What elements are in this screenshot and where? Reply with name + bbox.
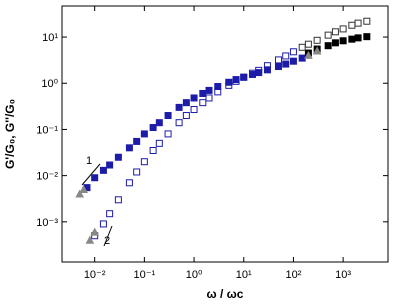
data-point bbox=[274, 63, 282, 71]
data-point bbox=[106, 210, 114, 218]
data-point bbox=[91, 174, 99, 182]
x-tick-label: 10³ bbox=[335, 269, 351, 281]
data-point bbox=[289, 57, 297, 65]
data-point bbox=[298, 54, 306, 62]
data-point bbox=[205, 94, 213, 102]
data-point bbox=[214, 83, 222, 91]
slope-label: 2 bbox=[104, 235, 110, 247]
data-point bbox=[114, 153, 122, 161]
y-tick-label: 10¹ bbox=[42, 32, 58, 44]
data-point bbox=[99, 220, 107, 228]
data-point bbox=[225, 81, 233, 89]
data-point bbox=[155, 119, 163, 127]
slope-line bbox=[81, 163, 101, 186]
data-point bbox=[282, 52, 290, 60]
data-point bbox=[255, 66, 263, 74]
x-axis-title: ω / ωc bbox=[207, 287, 244, 301]
data-point bbox=[324, 31, 332, 39]
slope-label: 1 bbox=[86, 155, 92, 167]
data-point bbox=[75, 189, 85, 198]
slope-line bbox=[103, 225, 113, 247]
y-axis-title: G'/G₀, G''/G₀ bbox=[3, 99, 17, 169]
data-point bbox=[263, 66, 271, 74]
data-point bbox=[133, 137, 141, 145]
x-tick-label: 10² bbox=[285, 269, 301, 281]
data-point bbox=[289, 48, 297, 56]
data-point bbox=[298, 43, 306, 51]
x-tick-label: 10⁻¹ bbox=[134, 269, 156, 281]
y-tick-label: 10⁻¹ bbox=[36, 124, 58, 136]
data-point bbox=[125, 144, 133, 152]
data-point bbox=[99, 166, 107, 174]
data-point bbox=[85, 235, 95, 244]
x-tick-label: 10¹ bbox=[236, 269, 252, 281]
data-point bbox=[232, 77, 240, 85]
data-point bbox=[348, 35, 356, 43]
data-point bbox=[240, 73, 248, 81]
data-point bbox=[155, 139, 163, 147]
data-point bbox=[106, 161, 114, 169]
data-point bbox=[255, 69, 263, 77]
data-point bbox=[190, 106, 198, 114]
data-point bbox=[232, 76, 240, 84]
data-point bbox=[182, 99, 190, 107]
data-point bbox=[331, 28, 339, 36]
data-point bbox=[240, 73, 248, 81]
data-point bbox=[140, 130, 148, 138]
data-point bbox=[263, 62, 271, 70]
data-point bbox=[164, 112, 172, 120]
data-point bbox=[339, 25, 347, 33]
data-point bbox=[304, 40, 312, 48]
data-point bbox=[348, 21, 356, 29]
data-point bbox=[199, 99, 207, 107]
data-point bbox=[79, 184, 88, 194]
data-point bbox=[363, 33, 371, 41]
data-point bbox=[304, 50, 313, 59]
data-point bbox=[282, 60, 290, 68]
data-point bbox=[339, 37, 347, 45]
data-point bbox=[313, 36, 321, 44]
y-tick-label: 10⁻³ bbox=[36, 217, 58, 229]
data-point bbox=[205, 86, 213, 94]
data-point bbox=[90, 227, 100, 236]
data-point bbox=[114, 196, 122, 204]
data-point bbox=[175, 103, 183, 111]
data-point bbox=[274, 56, 282, 64]
y-tick-label: 10⁰ bbox=[41, 78, 58, 90]
data-point bbox=[354, 19, 362, 27]
x-tick-label: 10⁰ bbox=[186, 269, 203, 281]
data-point bbox=[190, 94, 198, 102]
data-point bbox=[312, 46, 322, 55]
data-point bbox=[140, 158, 148, 166]
data-point bbox=[133, 168, 141, 176]
data-point bbox=[164, 130, 172, 138]
x-tick-label: 10⁻² bbox=[84, 269, 106, 281]
data-point bbox=[149, 124, 157, 132]
data-point bbox=[182, 112, 190, 120]
plot-frame bbox=[61, 5, 389, 263]
y-tick-label: 10⁻² bbox=[36, 171, 58, 183]
data-point bbox=[363, 17, 371, 25]
data-point bbox=[214, 88, 222, 96]
data-point bbox=[149, 146, 157, 154]
data-point bbox=[354, 34, 362, 42]
data-point bbox=[125, 179, 133, 187]
data-point bbox=[175, 119, 183, 127]
data-point bbox=[331, 39, 339, 47]
data-point bbox=[199, 89, 207, 97]
data-point bbox=[324, 42, 332, 50]
